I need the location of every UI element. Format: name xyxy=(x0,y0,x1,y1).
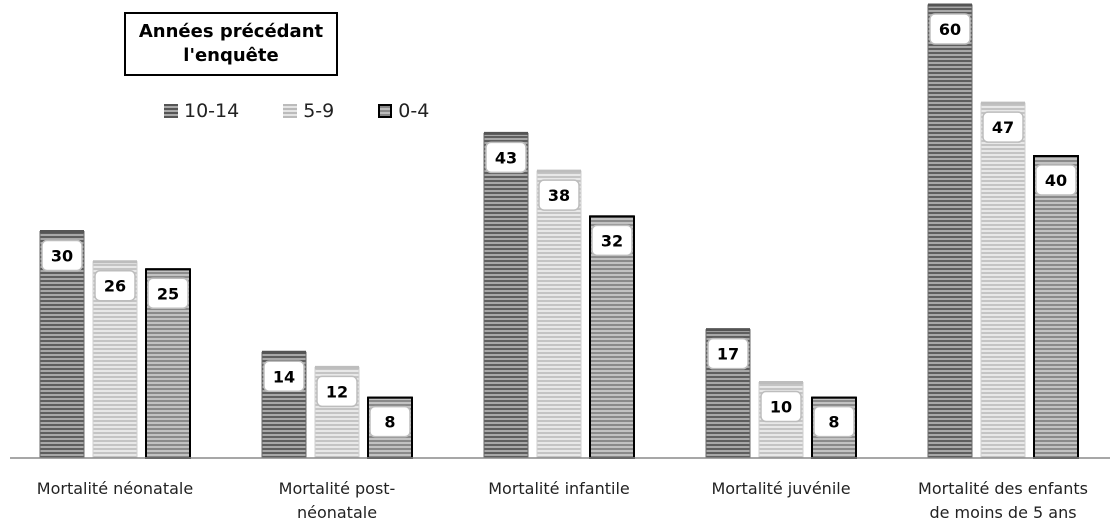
legend-title-line-2: l'enquête xyxy=(183,45,279,66)
legend-label-10-14: 10-14 xyxy=(184,100,240,122)
bar-0-4-cat-3 xyxy=(589,215,635,459)
data-label-10-14-cat-2: 14 xyxy=(273,367,295,386)
data-label-5-9-cat-1: 26 xyxy=(104,277,126,296)
data-label-box-5-9-cat-5 xyxy=(982,111,1024,143)
data-label-box-0-4-cat-1 xyxy=(147,277,189,309)
legend-label-0-4: 0-4 xyxy=(398,100,430,122)
data-label-box-10-14-cat-2 xyxy=(263,360,305,393)
bar-0-4-cat-5 xyxy=(1033,155,1079,459)
data-label-0-4-cat-1: 25 xyxy=(157,284,179,303)
data-label-5-9-cat-2: 12 xyxy=(326,382,348,401)
category-label-5-line-1: Mortalité des enfants xyxy=(918,479,1088,498)
category-label-3-line-1: Mortalité infantile xyxy=(488,479,630,498)
bar-5-9-cat-3 xyxy=(536,170,582,459)
legend-label-5-9: 5-9 xyxy=(303,100,335,122)
data-label-5-9-cat-4: 10 xyxy=(770,398,792,417)
data-label-box-0-4-cat-3 xyxy=(591,224,633,257)
data-label-box-0-4-cat-5 xyxy=(1035,164,1077,196)
legend: 10-14 5-9 0-4 xyxy=(164,100,473,122)
category-label-2-line-1: Mortalité post- xyxy=(279,479,396,498)
data-label-0-4-cat-3: 32 xyxy=(601,231,623,250)
data-label-box-5-9-cat-4 xyxy=(760,390,802,423)
legend-title-line-1: Années précédant xyxy=(138,21,324,42)
category-label-4-line-1: Mortalité juvénile xyxy=(711,479,850,498)
legend-swatch-0-4 xyxy=(378,104,393,118)
legend-item-0-4: 0-4 xyxy=(378,100,429,122)
data-label-0-4-cat-2: 8 xyxy=(384,413,395,432)
data-label-box-0-4-cat-2 xyxy=(369,405,411,438)
data-label-box-10-14-cat-1 xyxy=(41,239,83,272)
category-label-2-line-2: néonatale xyxy=(297,503,377,520)
legend-title-box: Années précédant l'enquête xyxy=(124,12,338,76)
data-label-box-10-14-cat-3 xyxy=(485,141,527,174)
data-label-10-14-cat-5: 60 xyxy=(939,20,961,39)
bar-10-14-cat-5 xyxy=(927,4,973,459)
data-label-box-5-9-cat-1 xyxy=(94,269,136,302)
legend-item-5-9: 5-9 xyxy=(283,100,334,122)
data-label-box-10-14-cat-4 xyxy=(707,337,749,370)
bar-10-14-cat-3 xyxy=(483,132,529,459)
data-label-box-5-9-cat-2 xyxy=(316,375,358,408)
data-label-5-9-cat-3: 38 xyxy=(548,186,570,205)
category-label-5-line-2: de moins de 5 ans xyxy=(929,503,1076,520)
legend-swatch-5-9 xyxy=(283,104,298,118)
data-label-10-14-cat-1: 30 xyxy=(51,247,73,266)
data-label-0-4-cat-4: 8 xyxy=(828,413,839,432)
data-label-5-9-cat-5: 47 xyxy=(992,118,1014,137)
data-label-box-5-9-cat-3 xyxy=(538,179,580,211)
legend-item-10-14: 10-14 xyxy=(164,100,239,122)
bar-5-9-cat-5 xyxy=(980,102,1026,459)
category-label-1-line-1: Mortalité néonatale xyxy=(37,479,193,498)
data-label-box-0-4-cat-4 xyxy=(813,405,855,438)
data-label-0-4-cat-5: 40 xyxy=(1045,171,1067,190)
data-label-10-14-cat-3: 43 xyxy=(495,148,517,167)
data-label-10-14-cat-4: 17 xyxy=(717,345,739,364)
legend-swatch-10-14 xyxy=(164,104,178,118)
data-label-box-10-14-cat-5 xyxy=(929,13,971,45)
